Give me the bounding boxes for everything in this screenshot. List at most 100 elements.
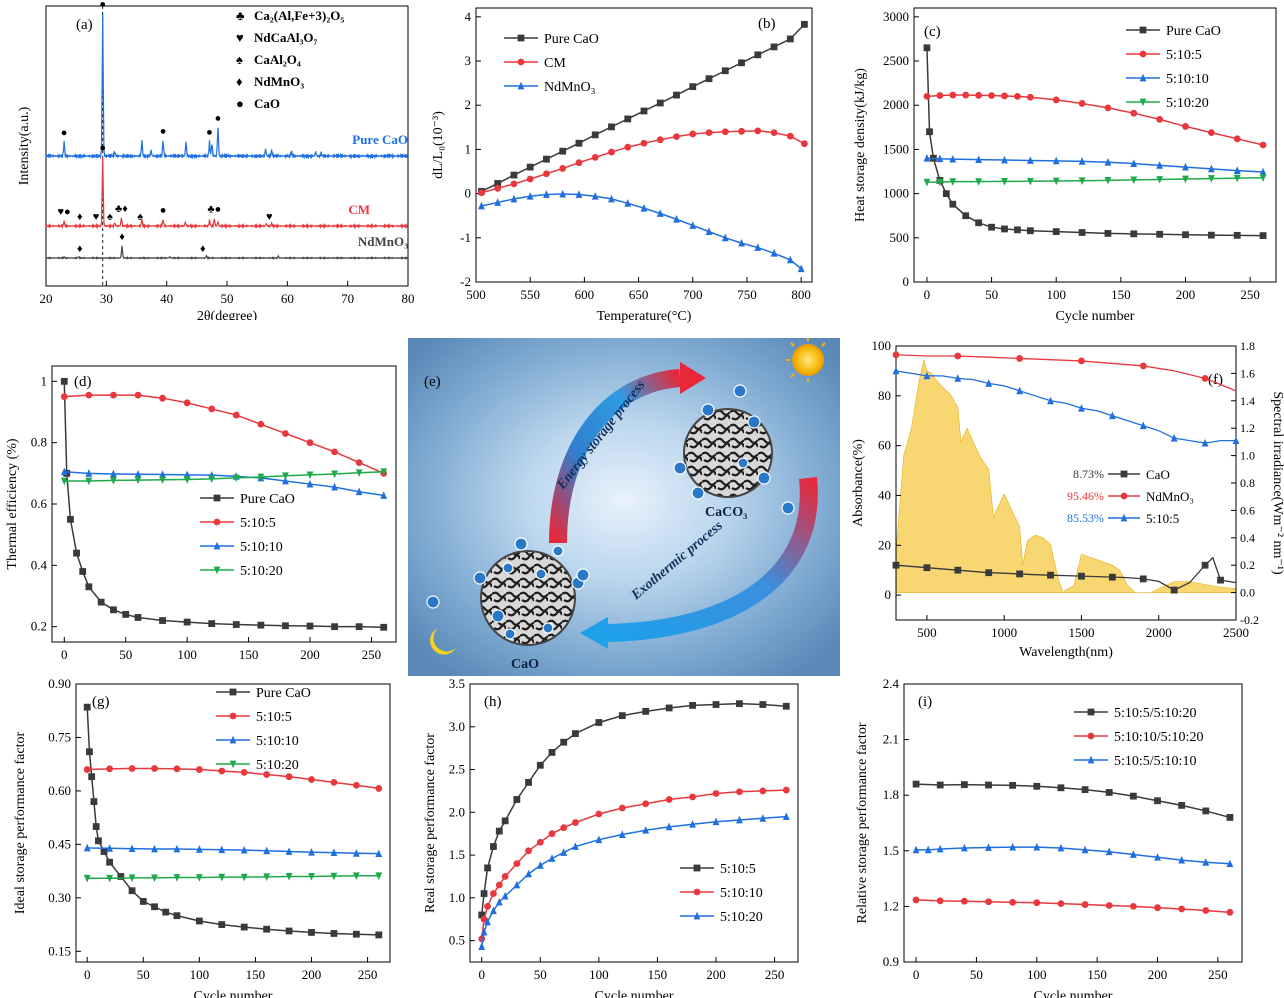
data-point <box>543 155 550 163</box>
data-point <box>548 854 556 862</box>
panel-label-i: (i) <box>918 694 932 710</box>
panel-label-b: (b) <box>758 16 776 32</box>
data-point <box>478 942 486 951</box>
legend-label: NdMnO₃ <box>1146 489 1194 504</box>
xtick-label: 50 <box>534 967 547 982</box>
xtick-label: 250 <box>362 647 382 662</box>
data-point <box>954 374 962 382</box>
data-point <box>173 912 181 920</box>
data-point <box>640 107 648 115</box>
panel-b: 500 550 600 650 700 750 800 -2 -1 0 1 2 3 4 Temperatur… <box>420 0 830 330</box>
x-axis-label: Wavelength(nm) <box>1019 645 1113 660</box>
data-point <box>306 471 314 480</box>
legend-entry-g-0: Pure CaO <box>216 686 311 701</box>
data-point <box>490 906 497 915</box>
phase-marker: ♠ <box>137 211 143 223</box>
legend-entry-f-0: 8.73% CaO <box>1073 467 1170 482</box>
data-point <box>86 748 93 756</box>
data-point <box>352 872 360 880</box>
series-d-3 <box>60 468 388 486</box>
series-i-1 <box>912 896 1234 916</box>
data-point <box>689 701 696 709</box>
series-line <box>480 702 787 916</box>
series-b-1 <box>478 127 808 197</box>
data-point <box>575 159 583 167</box>
panel-h: 0 50 100 150 200 250 0.5 1.0 1.5 2.0 2.5 3.0 3.5 Cycl… <box>420 672 820 998</box>
data-point <box>151 874 158 883</box>
data-point <box>73 549 80 557</box>
data-point <box>1001 155 1008 164</box>
data-point <box>106 858 114 866</box>
legend-label: CaO <box>254 96 280 111</box>
data-point <box>151 765 158 772</box>
data-point <box>738 127 745 135</box>
data-point <box>923 564 931 572</box>
chart-b-dilatometry: 500 550 600 650 700 750 800 -2 -1 0 1 2 3 4 Temperatur… <box>431 7 813 324</box>
legend-entry-i-2: 5:10:5/5:10:10 <box>1074 754 1196 769</box>
legend-entry-a-3: ♦ NdMnO₃ <box>236 74 304 89</box>
xtick-label: 80 <box>402 291 415 306</box>
data-point <box>1047 571 1054 579</box>
data-point <box>308 929 315 936</box>
series-line <box>87 874 379 879</box>
data-point <box>510 171 518 179</box>
data-point <box>1081 786 1089 794</box>
data-point <box>1014 226 1021 234</box>
data-point <box>162 908 170 916</box>
xtick-label: 150 <box>246 967 266 982</box>
legend-marker <box>1139 50 1147 58</box>
data-point <box>85 477 93 486</box>
data-point <box>689 83 697 91</box>
data-point <box>513 860 521 868</box>
data-point <box>591 192 599 200</box>
data-point <box>139 898 147 905</box>
ytick-label: 100 <box>872 338 892 353</box>
y2tick-label: 1.0 <box>1240 449 1255 463</box>
data-point <box>60 393 68 401</box>
legend-label: NdMnO₃ <box>254 74 304 89</box>
data-point <box>595 835 603 844</box>
ytick-label: 0.5 <box>449 933 465 948</box>
ytick-label: 1.0 <box>449 890 465 905</box>
data-point <box>110 476 117 485</box>
data-point <box>665 704 673 712</box>
ytick-label: 0 <box>885 587 892 602</box>
data-point <box>1201 438 1209 447</box>
ytick-label: 3000 <box>883 9 909 24</box>
xrd-pattern <box>45 157 409 230</box>
data-point <box>106 844 114 852</box>
ytick-label: 2.0 <box>449 804 465 819</box>
chart-g-ideal-storage-factor: 0 50 100 150 200 250 0.15 0.30 0.45 0.60 0.75 0.90 C… <box>13 676 391 998</box>
panel-i: 0 50 100 150 200 250 0.9 1.2 1.5 1.8 2.1 2.4 Cycle n… <box>852 672 1284 998</box>
legend-label: Ca₂(Al,Fe+3)₂O₅ <box>254 8 344 23</box>
chart-i-relative-storage-factor: 0 50 100 150 200 250 0.9 1.2 1.5 1.8 2.1 2.4 Cycle n… <box>855 676 1243 998</box>
x-axis-label: Cycle number <box>1056 309 1135 324</box>
data-point <box>352 849 360 857</box>
data-point <box>640 203 648 212</box>
legend-marker <box>229 760 237 769</box>
data-point <box>1108 411 1116 420</box>
legend-symbol: ♥ <box>236 30 244 45</box>
data-point <box>1232 436 1240 445</box>
data-point <box>380 623 388 631</box>
data-point <box>1178 801 1186 809</box>
y2tick-label: 1.2 <box>1240 421 1255 435</box>
data-point <box>689 820 696 828</box>
data-point <box>110 606 117 614</box>
xtick-label: 100 <box>589 967 609 982</box>
data-point <box>591 153 599 161</box>
data-point <box>1130 230 1138 238</box>
phase-marker: ● <box>215 113 222 125</box>
data-point <box>1201 561 1209 569</box>
panel-label-a: (a) <box>76 17 93 33</box>
series-line <box>87 847 379 855</box>
data-point <box>689 793 696 801</box>
series-i-2 <box>912 842 1234 868</box>
data-point <box>195 917 203 925</box>
series-h-0 <box>478 700 790 919</box>
data-point <box>85 469 93 477</box>
data-point <box>797 264 805 273</box>
legend-symbol: ♦ <box>236 74 243 89</box>
xtick-label: 750 <box>737 287 757 302</box>
xtick-label: 150 <box>648 967 668 982</box>
